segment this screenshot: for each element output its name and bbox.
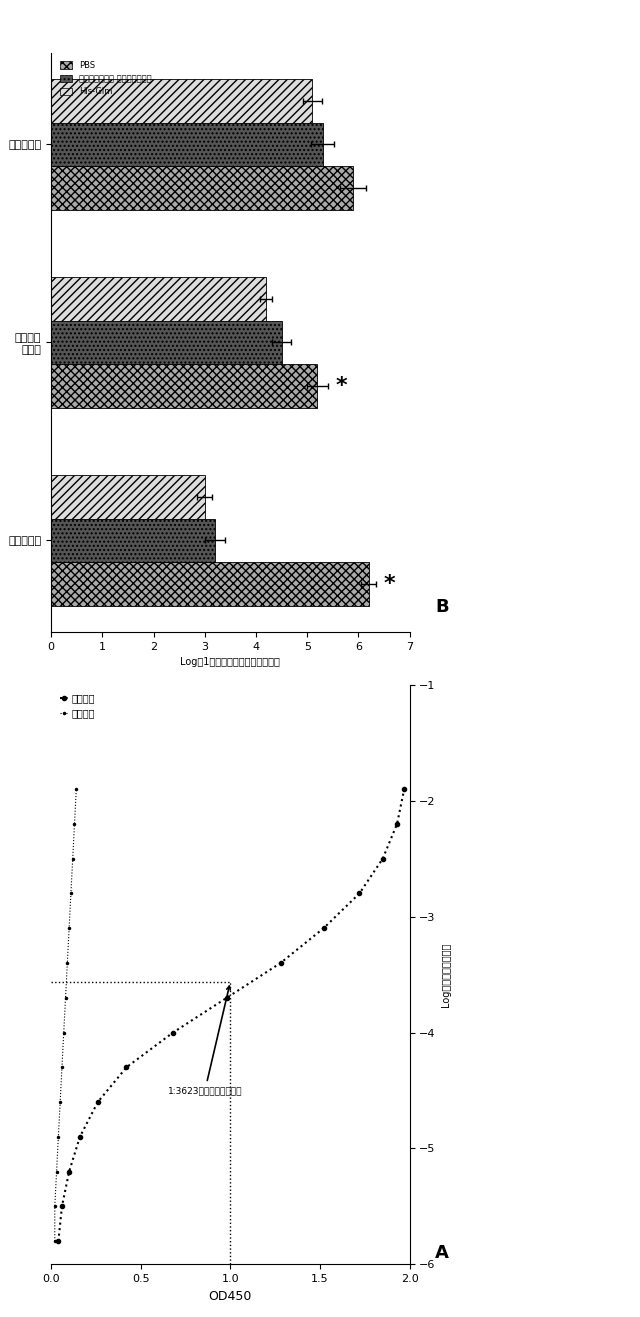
・接種前	[65, 921, 73, 936]
Line: ・接種後: ・接種後	[54, 785, 408, 1246]
Bar	[51, 475, 205, 519]
・接種前	[56, 1094, 64, 1110]
Bar	[51, 277, 266, 320]
・接種前	[67, 885, 75, 901]
Legend: PBS, 黄色ブドウ球菌 全プロテオーム, His-Glm: PBS, 黄色ブドウ球菌 全プロテオーム, His-Glm	[56, 57, 156, 100]
・接種前	[54, 1129, 62, 1144]
・接種後	[356, 885, 364, 901]
・接種後	[379, 851, 387, 867]
・接種後	[65, 1164, 73, 1180]
X-axis label: OD450: OD450	[209, 1289, 252, 1303]
Text: A: A	[435, 1243, 449, 1262]
・接種後	[58, 1198, 66, 1214]
・接種後	[169, 1025, 177, 1040]
Text: 1:3623（段階希釈係数）: 1:3623（段階希釈係数）	[168, 986, 242, 1094]
・接種前	[70, 817, 78, 832]
Bar	[51, 166, 353, 209]
・接種後	[223, 990, 230, 1006]
・接種前	[69, 851, 77, 867]
・接種前	[72, 781, 80, 797]
・接種後	[94, 1094, 102, 1110]
Bar	[51, 320, 282, 365]
Text: *: *	[384, 574, 396, 594]
・接種前	[52, 1164, 60, 1180]
Bar	[51, 562, 369, 606]
Text: *: *	[335, 375, 347, 396]
Bar	[51, 79, 312, 122]
・接種前	[61, 990, 69, 1006]
Legend: ・接種後, ・接種前: ・接種後, ・接種前	[56, 690, 99, 722]
・接種前	[51, 1198, 59, 1214]
・接種前	[60, 1025, 68, 1040]
・接種前	[51, 1233, 59, 1249]
・接種後	[320, 921, 328, 936]
・接種後	[123, 1059, 131, 1075]
・接種後	[401, 781, 408, 797]
・接種後	[393, 817, 401, 832]
Y-axis label: Log（段階希釈係数）: Log（段階希釈係数）	[442, 943, 451, 1006]
Line: ・接種前: ・接種前	[52, 788, 78, 1243]
Bar	[51, 365, 317, 408]
・接種後	[76, 1129, 84, 1144]
X-axis label: Log（1／希釈倍数）（希釈倍数）: Log（1／希釈倍数）（希釈倍数）	[180, 657, 280, 668]
・接種後	[54, 1233, 62, 1249]
・接種前	[58, 1059, 66, 1075]
Text: B: B	[435, 598, 449, 616]
Bar	[51, 519, 215, 562]
・接種後	[276, 955, 284, 971]
・接種前	[63, 955, 71, 971]
Bar	[51, 122, 323, 166]
